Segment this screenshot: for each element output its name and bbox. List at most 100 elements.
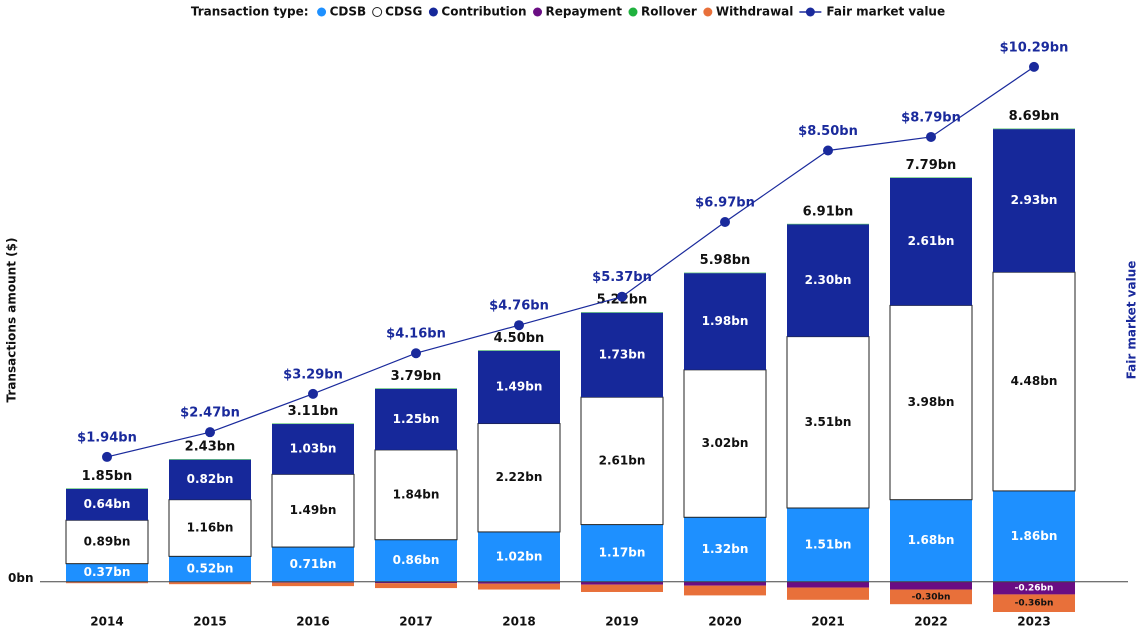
- total-label: 2.43bn: [185, 440, 236, 455]
- bar-segment: [787, 224, 869, 337]
- legend-swatch: [628, 7, 638, 17]
- segment-label: 2.22bn: [496, 470, 543, 484]
- bar-segment: [374, 449, 458, 541]
- y-tick-label: 0bn: [8, 571, 33, 585]
- bar-segment: [993, 490, 1075, 582]
- segment-label: 1.68bn: [908, 533, 955, 547]
- fmv-point: [1029, 61, 1039, 72]
- labels: 0.37bn 0.89bn 0.64bn 0.52bn 1.16bn 0.82bn 0.71…: [84, 193, 1058, 609]
- bar-segment: [375, 539, 457, 582]
- bar-segment: [684, 581, 766, 586]
- legend-label: Withdrawal: [716, 5, 794, 19]
- bars: [65, 128, 1076, 612]
- segment-label: 0.64bn: [84, 497, 131, 511]
- bar-segment: [684, 517, 766, 582]
- segment-label: 0.86bn: [393, 553, 440, 567]
- bar-segment: [890, 581, 972, 590]
- bar-segment: [889, 304, 973, 501]
- x-tick-label: 2020: [708, 615, 741, 629]
- bar-segment: [683, 369, 767, 518]
- segment-label: 0.52bn: [187, 562, 234, 576]
- bar-segment: [272, 582, 354, 587]
- legend-title: Transaction type:: [191, 5, 309, 19]
- segment-label: 1.49bn: [496, 380, 543, 394]
- bar-segment: [684, 273, 766, 370]
- fmv-point: [308, 388, 318, 399]
- fmv-point: [102, 451, 112, 462]
- bar-segment: [786, 336, 870, 509]
- segment-label: 2.61bn: [908, 234, 955, 248]
- bar-segment: [168, 499, 252, 557]
- legend-swatch: [317, 7, 327, 17]
- fmv-point: [823, 145, 833, 156]
- fmv-point: [514, 320, 524, 331]
- bar-segment: [581, 524, 663, 582]
- x-tick-label: 2018: [502, 615, 535, 629]
- fmv-point: [411, 348, 421, 359]
- x-tick-label: 2015: [193, 615, 226, 629]
- fmv-label: $6.97bn: [695, 195, 755, 210]
- bar-segment: [992, 271, 1076, 492]
- segment-label: 0.82bn: [187, 472, 234, 486]
- bar-segment: [993, 594, 1075, 612]
- fmv-point: [617, 291, 627, 302]
- bar-segment: [890, 499, 972, 582]
- segment-label: -0.26bn: [1015, 584, 1054, 594]
- bar-segment: [169, 556, 251, 582]
- legend-label: Contribution: [441, 5, 526, 19]
- total-label: 1.85bn: [82, 469, 133, 484]
- segment-label: 1.84bn: [393, 487, 440, 501]
- bar-segment: [890, 589, 972, 605]
- fmv-label: $10.29bn: [1000, 40, 1069, 55]
- fmv-point: [205, 427, 215, 438]
- segment-label: 0.89bn: [84, 534, 131, 548]
- segment-label: 1.17bn: [599, 546, 646, 560]
- segment-label: 1.98bn: [702, 314, 749, 328]
- bar-segment: [993, 129, 1075, 273]
- legend-label: Rollover: [641, 5, 697, 19]
- fmv-point: [926, 131, 936, 142]
- y2-axis-label: Fair market value: [1125, 261, 1139, 380]
- x-tick-label: 2021: [811, 615, 844, 629]
- segment-label: -0.36bn: [1015, 599, 1054, 609]
- x-tick-label: 2022: [914, 615, 947, 629]
- bar-segment: [787, 508, 869, 582]
- segment-label: 1.02bn: [496, 549, 543, 563]
- bar-segment: [272, 424, 354, 475]
- fmv-label: $2.47bn: [180, 406, 240, 421]
- segment-label: 0.71bn: [290, 557, 337, 571]
- bar-segment: [787, 581, 869, 588]
- bar-segment: [271, 473, 355, 548]
- segment-label: 3.51bn: [805, 415, 852, 429]
- bar-segment: [580, 396, 664, 526]
- bar-segment: [684, 585, 766, 596]
- fmv-label: $3.29bn: [283, 367, 343, 382]
- legend-label: Fair market value: [826, 5, 945, 19]
- legend-label: CDSB: [330, 5, 367, 19]
- segment-label: -0.30bn: [912, 592, 951, 602]
- segment-label: 1.16bn: [187, 521, 234, 535]
- fmv-label: $4.76bn: [489, 299, 549, 314]
- segment-label: 2.61bn: [599, 453, 646, 467]
- bar-segment: [993, 581, 1075, 595]
- legend-swatch: [372, 7, 383, 17]
- total-label: 3.79bn: [391, 369, 442, 384]
- segment-label: 4.48bn: [1011, 374, 1058, 388]
- y-axis-label: Transactions amount ($): [5, 238, 19, 403]
- legend-swatch: [703, 7, 713, 17]
- total-label: 8.69bn: [1009, 109, 1060, 124]
- legend-swatch: [805, 7, 815, 17]
- segment-label: 1.49bn: [290, 503, 337, 517]
- fmv-point: [720, 216, 730, 227]
- bar-segment: [169, 582, 251, 585]
- segment-label: 1.03bn: [290, 442, 337, 456]
- bar-segment: [65, 519, 149, 565]
- segment-label: 1.51bn: [805, 537, 852, 551]
- x-tick-label: 2014: [90, 615, 123, 629]
- bar-segment: [478, 350, 560, 424]
- x-tick-label: 2023: [1017, 615, 1050, 629]
- segment-label: 3.98bn: [908, 395, 955, 409]
- bar-segment: [478, 531, 560, 582]
- segment-label: 1.32bn: [702, 542, 749, 556]
- bar-segment: [890, 177, 972, 306]
